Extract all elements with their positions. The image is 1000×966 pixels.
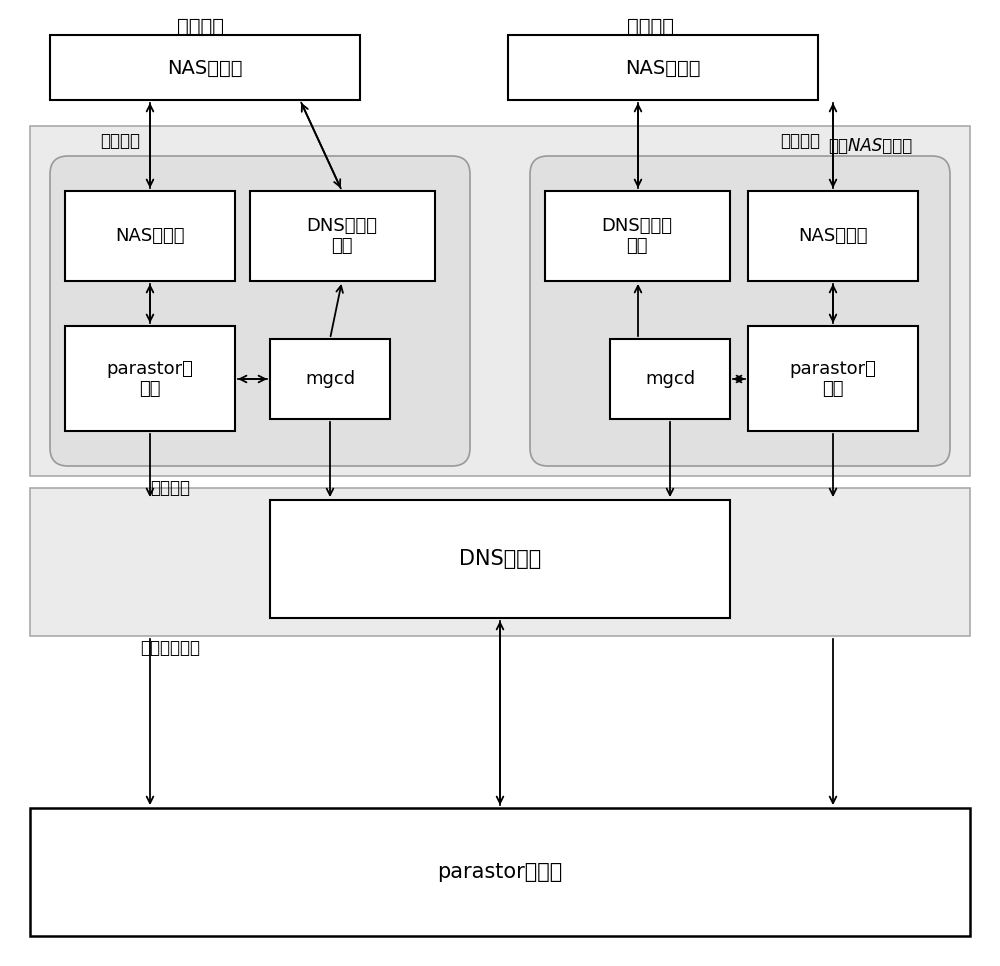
Bar <box>545 191 730 281</box>
Text: 接口节点: 接口节点 <box>100 132 140 150</box>
Text: DNS转发服
务器: DNS转发服 务器 <box>306 216 378 255</box>
Bar <box>270 339 390 419</box>
Text: DNS转发服
务器: DNS转发服 务器 <box>602 216 672 255</box>
FancyBboxPatch shape <box>50 156 470 466</box>
Text: 集群NAS管理器: 集群NAS管理器 <box>828 137 912 155</box>
Text: mgcd: mgcd <box>305 370 355 388</box>
Text: parastor客
户端: parastor客 户端 <box>107 359 193 398</box>
Bar <box>748 191 918 281</box>
Text: 管理节点: 管理节点 <box>150 479 190 497</box>
Text: 存储节点集群: 存储节点集群 <box>140 639 200 657</box>
Bar <box>65 191 235 281</box>
Bar <box>50 35 360 100</box>
Bar <box>30 126 970 476</box>
Text: NAS客户端: NAS客户端 <box>167 59 243 77</box>
Bar <box>250 191 435 281</box>
FancyBboxPatch shape <box>530 156 950 466</box>
Bar <box>30 808 970 936</box>
Bar <box>508 35 818 100</box>
Text: DNS服务器: DNS服务器 <box>459 549 541 569</box>
Text: NAS服务端: NAS服务端 <box>115 227 185 245</box>
Bar <box>270 500 730 618</box>
Bar <box>65 326 235 431</box>
Text: parastor客
户端: parastor客 户端 <box>790 359 876 398</box>
Bar <box>30 488 970 636</box>
Text: parastor服务端: parastor服务端 <box>437 862 563 882</box>
Text: mgcd: mgcd <box>645 370 695 388</box>
Bar <box>610 339 730 419</box>
Text: 用户节点: 用户节点 <box>626 16 674 36</box>
Text: 接口节点: 接口节点 <box>780 132 820 150</box>
Text: 用户节点: 用户节点 <box>176 16 224 36</box>
Text: NAS服务端: NAS服务端 <box>798 227 868 245</box>
Text: NAS客户端: NAS客户端 <box>625 59 701 77</box>
Bar <box>748 326 918 431</box>
